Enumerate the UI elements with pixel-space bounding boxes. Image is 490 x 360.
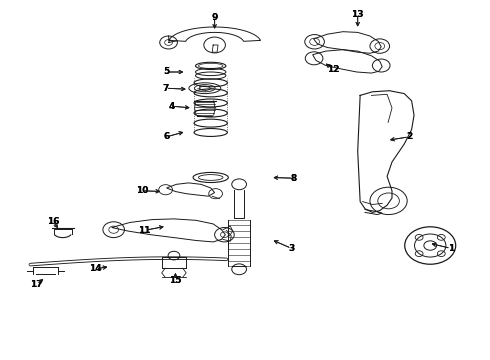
Text: 4: 4 bbox=[168, 102, 175, 111]
Text: 6: 6 bbox=[164, 132, 170, 141]
Text: 1: 1 bbox=[448, 244, 454, 253]
Text: 3: 3 bbox=[289, 244, 294, 253]
Text: 9: 9 bbox=[211, 13, 218, 22]
Text: 14: 14 bbox=[89, 264, 102, 274]
Text: 17: 17 bbox=[30, 280, 43, 289]
Text: 2: 2 bbox=[406, 132, 412, 141]
Text: 12: 12 bbox=[327, 65, 340, 74]
Text: 3: 3 bbox=[289, 244, 294, 253]
Text: 5: 5 bbox=[164, 68, 170, 77]
Text: 11: 11 bbox=[138, 226, 151, 235]
Text: 8: 8 bbox=[291, 174, 297, 183]
Text: 13: 13 bbox=[351, 10, 364, 19]
Text: 15: 15 bbox=[169, 276, 182, 284]
Text: 8: 8 bbox=[291, 174, 297, 183]
Text: 7: 7 bbox=[162, 84, 169, 93]
Text: 12: 12 bbox=[327, 65, 340, 74]
Text: 9: 9 bbox=[211, 13, 218, 22]
Text: 15: 15 bbox=[169, 276, 182, 284]
Text: 4: 4 bbox=[168, 102, 175, 111]
Text: 1: 1 bbox=[448, 244, 454, 253]
Text: 11: 11 bbox=[138, 226, 151, 235]
Text: 6: 6 bbox=[164, 132, 170, 141]
Text: 7: 7 bbox=[162, 84, 169, 93]
Text: 14: 14 bbox=[89, 264, 102, 274]
Text: 2: 2 bbox=[406, 132, 412, 141]
Text: 13: 13 bbox=[351, 10, 364, 19]
Text: 16: 16 bbox=[47, 217, 59, 226]
Text: 16: 16 bbox=[47, 217, 59, 226]
Text: 10: 10 bbox=[136, 186, 148, 195]
Text: 5: 5 bbox=[164, 68, 170, 77]
Text: 17: 17 bbox=[30, 280, 43, 289]
Text: 10: 10 bbox=[136, 186, 148, 195]
